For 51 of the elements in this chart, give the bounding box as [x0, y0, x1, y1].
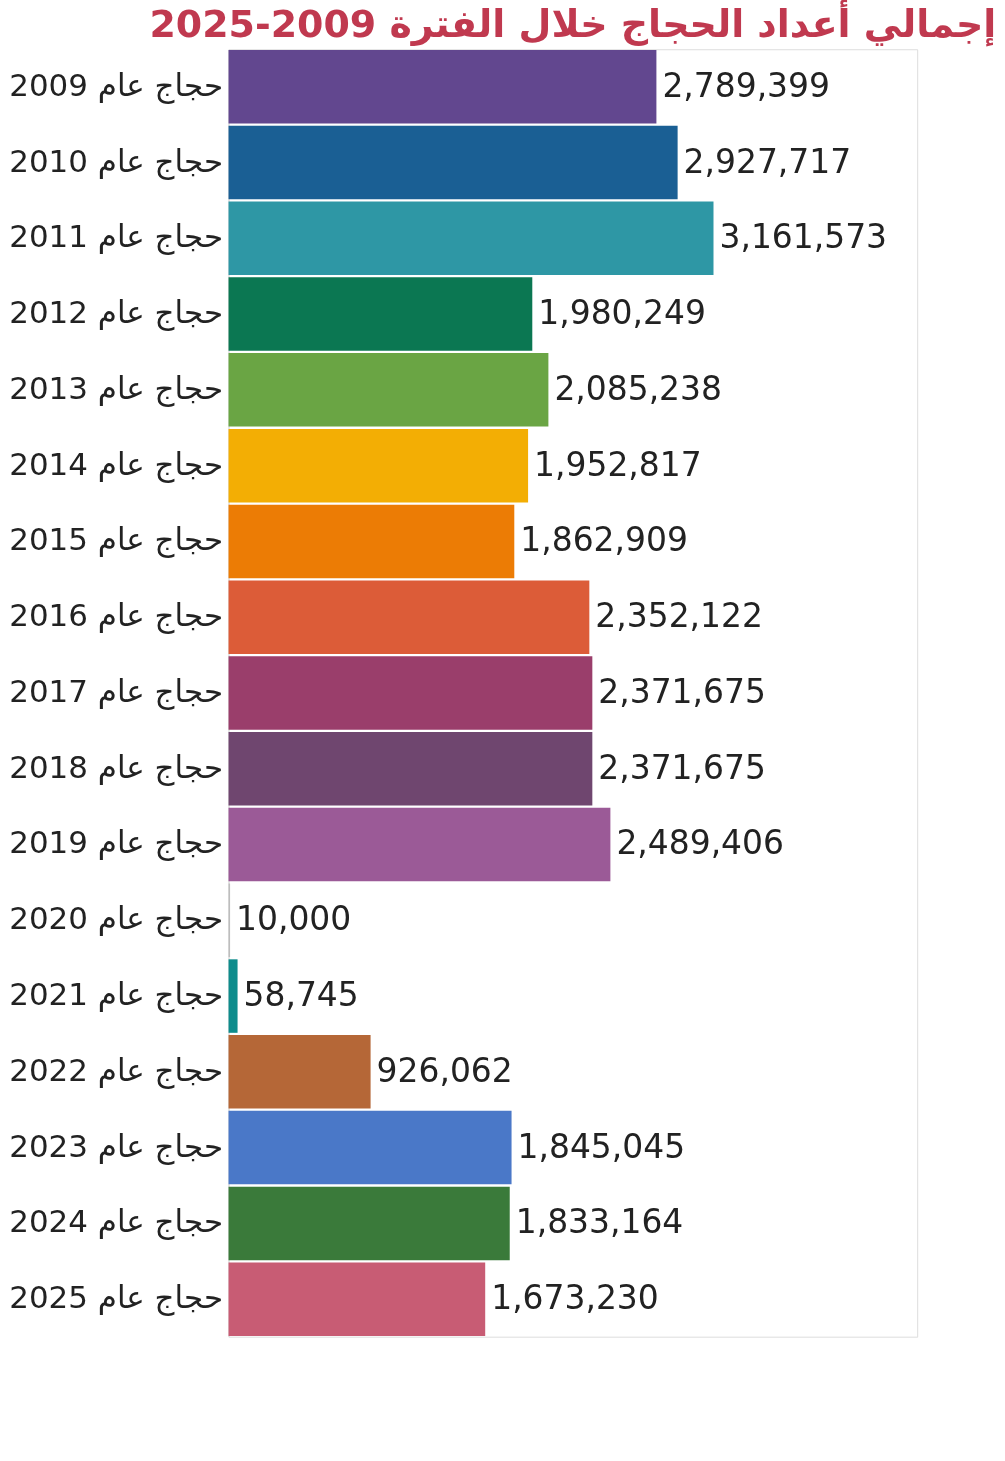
data-label: 926,062 [376, 1050, 513, 1090]
y-tick-label: حجاج عام 2009 [9, 66, 224, 104]
y-tick-label: حجاج عام 2022 [9, 1051, 224, 1089]
data-label: 1,952,817 [534, 444, 702, 484]
data-label: 2,789,399 [662, 65, 830, 105]
y-tick-label: حجاج عام 2024 [9, 1203, 224, 1241]
data-label: 2,489,406 [616, 823, 784, 863]
data-label: 1,673,230 [491, 1278, 659, 1318]
bar [228, 656, 593, 730]
y-tick-label: حجاج عام 2021 [9, 976, 224, 1014]
y-tick-label: حجاج عام 2020 [9, 900, 224, 938]
bar [228, 504, 515, 579]
y-tick-label: حجاج عام 2017 [9, 672, 224, 710]
bar [228, 1035, 371, 1109]
bar [228, 959, 238, 1033]
data-label: 1,980,249 [538, 293, 706, 333]
y-tick-label: حجاج عام 2016 [9, 597, 224, 635]
y-tick-label: حجاج عام 2010 [9, 142, 224, 180]
data-label: 2,927,717 [683, 141, 852, 181]
data-label: 58,745 [243, 975, 359, 1015]
bar [228, 807, 611, 882]
y-tick-label: حجاج عام 2018 [9, 748, 224, 786]
bar [228, 1262, 486, 1336]
bar [228, 1110, 512, 1185]
bar [228, 277, 533, 351]
y-tick-label: حجاج عام 2013 [9, 369, 224, 407]
data-label: 3,161,573 [719, 217, 888, 257]
y-tick-label: حجاج عام 2015 [9, 521, 224, 559]
data-label: 1,833,164 [515, 1202, 684, 1242]
y-tick-label: حجاج عام 2019 [9, 824, 224, 862]
data-label: 2,085,238 [554, 368, 722, 408]
bar [228, 1186, 510, 1261]
data-label: 1,845,045 [517, 1126, 686, 1166]
bar [228, 353, 549, 427]
bar [228, 201, 714, 276]
data-label: 2,371,675 [598, 671, 766, 711]
bar [228, 731, 593, 806]
y-tick-label: حجاج عام 2014 [9, 445, 224, 483]
y-tick-label: حجاج عام 2012 [9, 294, 224, 332]
bar [228, 125, 678, 200]
bar [228, 580, 590, 654]
data-label: 10,000 [236, 899, 352, 939]
bar [228, 50, 657, 124]
data-label: 2,352,122 [595, 596, 763, 636]
y-tick-label: حجاج عام 2023 [9, 1127, 224, 1165]
chart-title: إجمالي أعداد الحجاج خلال الفترة 2009-2025 [149, 0, 997, 48]
y-tick-label: حجاج عام 2011 [9, 218, 224, 256]
y-tick-label: حجاج عام 2025 [9, 1279, 224, 1317]
data-label: 2,371,675 [598, 747, 766, 787]
bar [228, 428, 529, 503]
data-label: 1,862,909 [520, 520, 688, 560]
